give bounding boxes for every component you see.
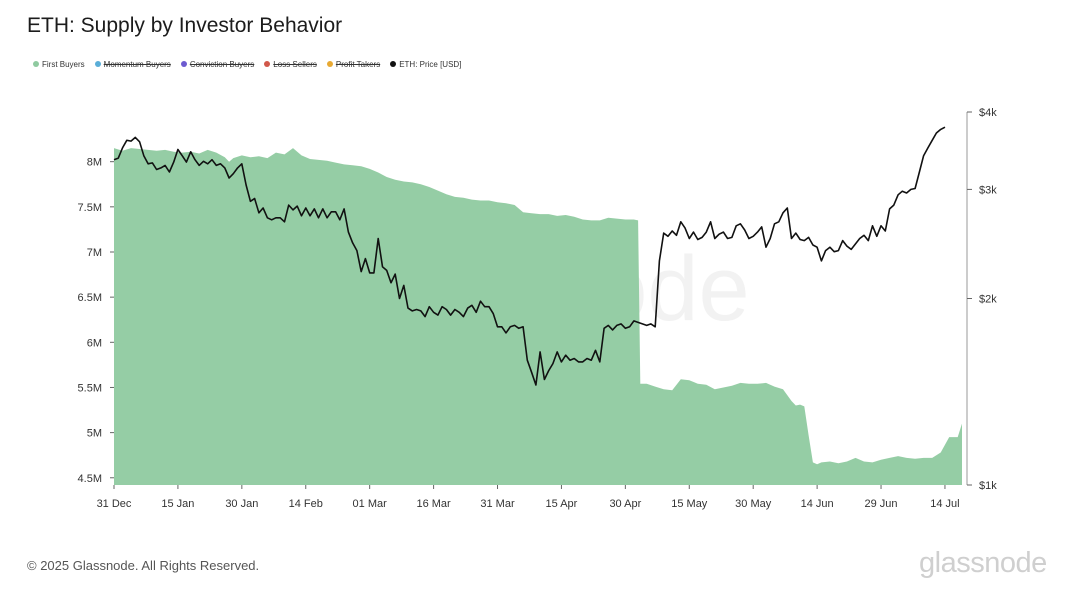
x-tick-label: 30 Apr <box>609 498 641 510</box>
y-right-tick-label: $3k <box>979 184 997 196</box>
x-tick-label: 14 Jun <box>801 498 834 510</box>
y-left-tick-label: 7M <box>87 247 102 259</box>
x-tick-label: 15 May <box>671 498 708 510</box>
series-area-first-buyers <box>114 148 962 485</box>
legend-dot-icon <box>390 61 397 67</box>
x-tick-label: 15 Apr <box>546 498 578 510</box>
legend-dot-icon <box>326 61 333 67</box>
y-left-tick-label: 8M <box>87 157 102 169</box>
legend-dot-icon <box>94 61 101 67</box>
chart-legend: First Buyers Momentum Buyers Conviction Bu… <box>33 58 471 70</box>
brand-logo-text: glassnode <box>919 547 1047 579</box>
legend-dot-icon <box>180 61 187 67</box>
x-tick-label: 14 Jul <box>930 498 959 510</box>
legend-dot-icon <box>33 61 39 67</box>
y-right-tick-label: $4k <box>979 107 997 119</box>
x-tick-label: 15 Jan <box>161 498 194 510</box>
series-line-eth-price <box>113 126 946 386</box>
y-left-tick-label: 6M <box>87 337 102 349</box>
legend-label: Profit Takers <box>335 59 381 69</box>
x-tick-label: 16 Mar <box>416 498 451 510</box>
y-left-tick-label: 6.5M <box>78 292 102 304</box>
legend-item-momentum-buyers[interactable]: Momentum Buyers <box>94 59 171 69</box>
x-tick-label: 29 Jun <box>865 498 898 510</box>
legend-item-profit-takers[interactable]: Profit Takers <box>326 59 381 69</box>
y-right-tick-label: $1k <box>979 480 997 492</box>
legend-item-eth-price-usd[interactable]: ETH: Price [USD] <box>390 60 461 69</box>
y-right-tick-label: $2k <box>979 294 997 306</box>
x-tick-label: 31 Dec <box>97 498 132 510</box>
x-tick-label: 30 May <box>735 498 772 510</box>
legend-item-conviction-buyers[interactable]: Conviction Buyers <box>180 59 255 69</box>
y-left-tick-label: 7.5M <box>78 202 102 214</box>
x-tick-label: 01 Mar <box>353 498 388 510</box>
copyright-text: © 2025 Glassnode. All Rights Reserved. <box>27 558 260 573</box>
legend-item-first-buyers[interactable]: First Buyers <box>33 60 85 69</box>
x-tick-label: 31 Mar <box>480 498 515 510</box>
legend-label: First Buyers <box>42 59 85 69</box>
legend-label: Conviction Buyers <box>189 59 255 69</box>
legend-label: Momentum Buyers <box>103 59 171 69</box>
y-left-tick-label: 5.5M <box>78 382 102 394</box>
y-left-tick-label: 4.5M <box>78 473 102 485</box>
legend-label: ETH: Price [USD] <box>399 59 462 69</box>
x-tick-label: 14 Feb <box>289 498 323 510</box>
legend-dot-icon <box>264 61 271 67</box>
chart-title: ETH: Supply by Investor Behavior <box>27 14 343 37</box>
legend-item-loss-sellers[interactable]: Loss Sellers <box>264 60 317 69</box>
x-tick-label: 30 Jan <box>225 498 258 510</box>
legend-label: Loss Sellers <box>273 59 317 69</box>
y-left-tick-label: 5M <box>87 428 102 440</box>
